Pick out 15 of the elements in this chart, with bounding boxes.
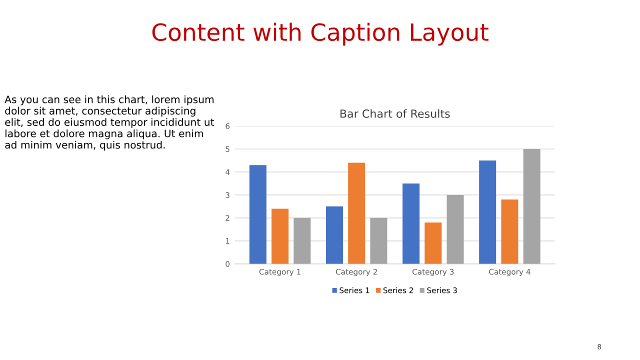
bar [370,218,388,264]
chart-title: Bar Chart of Results [340,109,450,118]
text: As you can see in this chart, lorem ipsum dolor sit amet, consectetur adipiscing elit, sed do eiusmod tempor incididunt ut labore et dolore magna aliqua. Ut enim ad minim veniam, quis nostrud. [4,95,214,151]
bar [294,218,311,264]
bar [326,206,343,264]
bar [272,208,289,264]
bar [249,165,266,264]
bar [348,162,366,264]
bar [446,194,464,264]
bar [402,183,420,264]
bar [523,148,540,264]
text: Content with Caption Layout [152,22,488,46]
bar [501,200,518,264]
bar [479,160,496,264]
bar [424,222,442,264]
